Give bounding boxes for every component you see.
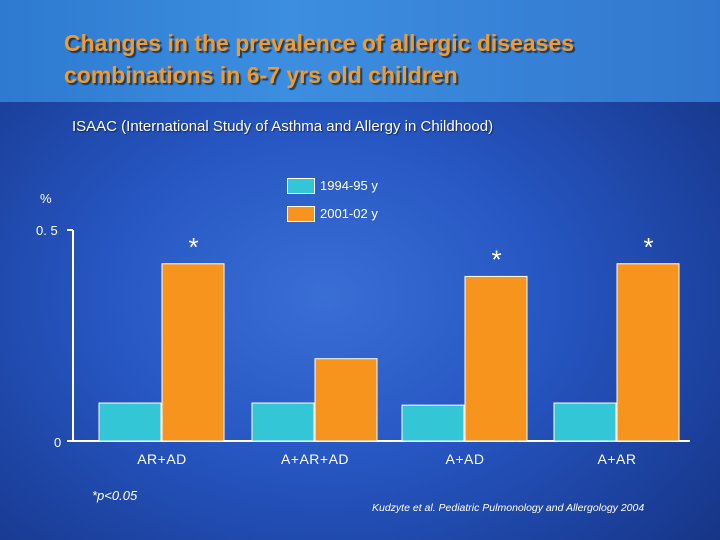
significance-marker: * — [491, 244, 501, 274]
bar-2001-ar-ad — [161, 263, 225, 442]
x-category-label: A+AR+AD — [281, 451, 349, 467]
bar-1994-a-ad — [401, 404, 465, 442]
legend-swatch-1994 — [287, 178, 315, 194]
bar-1994-a-ar-ad — [251, 402, 315, 442]
bar-1994-a-ar — [553, 402, 617, 442]
y-tick-label: 0. 5 — [36, 223, 58, 238]
significance-marker: * — [188, 232, 198, 262]
title-band — [0, 0, 720, 102]
x-category-label: A+AR — [598, 451, 637, 467]
y-axis-label: % — [40, 191, 52, 206]
bar-2001-a-ar — [616, 263, 680, 442]
significance-footnote: *p<0.05 — [92, 488, 138, 503]
significance-marker: * — [643, 232, 653, 262]
slide-subtitle: ISAAC (International Study of Asthma and… — [72, 118, 494, 135]
x-category-label: A+AD — [446, 451, 485, 467]
source-citation: Kudzyte et al. Pediatric Pulmonology and… — [372, 502, 645, 514]
slide-title-line-1: Changes in the prevalence of allergic di… — [64, 30, 575, 56]
x-category-label: AR+AD — [137, 451, 187, 467]
legend-label-1994: 1994-95 y — [320, 178, 378, 193]
bar-2001-a-ar-ad — [314, 358, 378, 442]
slide-title-line-2: combinations in 6-7 yrs old children — [64, 62, 458, 88]
bar-1994-ar-ad — [98, 402, 162, 442]
y-tick-label: 0 — [54, 435, 61, 450]
legend-swatch-2001 — [287, 206, 315, 222]
legend-label-2001: 2001-02 y — [320, 206, 378, 221]
bar-2001-a-ad — [464, 275, 528, 442]
